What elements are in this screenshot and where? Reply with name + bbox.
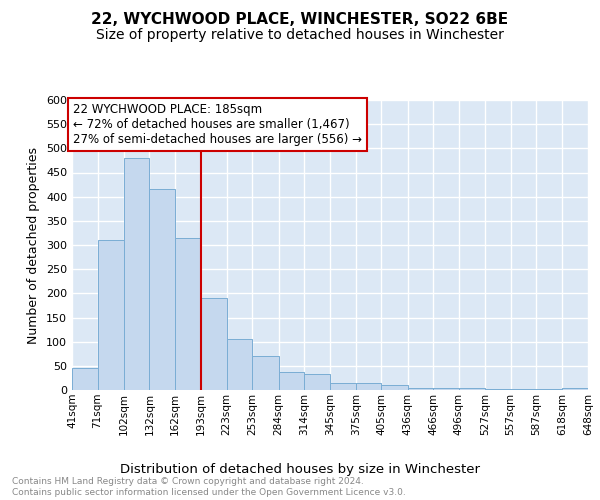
Bar: [149, 190, 175, 390]
Bar: [562, 388, 588, 390]
Bar: [536, 389, 562, 390]
Bar: [227, 339, 252, 390]
Bar: [252, 356, 278, 390]
Bar: [175, 238, 201, 390]
Text: 22, WYCHWOOD PLACE, WINCHESTER, SO22 6BE: 22, WYCHWOOD PLACE, WINCHESTER, SO22 6BE: [91, 12, 509, 28]
Bar: [201, 298, 227, 390]
Bar: [459, 388, 485, 390]
Text: Size of property relative to detached houses in Winchester: Size of property relative to detached ho…: [96, 28, 504, 42]
Bar: [278, 372, 304, 390]
Text: 22 WYCHWOOD PLACE: 185sqm
← 72% of detached houses are smaller (1,467)
27% of se: 22 WYCHWOOD PLACE: 185sqm ← 72% of detac…: [73, 103, 362, 146]
Bar: [98, 240, 124, 390]
Bar: [382, 385, 408, 390]
Bar: [485, 388, 511, 390]
Bar: [331, 383, 356, 390]
Bar: [408, 388, 433, 390]
Text: Distribution of detached houses by size in Winchester: Distribution of detached houses by size …: [120, 462, 480, 475]
Bar: [356, 383, 382, 390]
Text: Contains HM Land Registry data © Crown copyright and database right 2024.
Contai: Contains HM Land Registry data © Crown c…: [12, 478, 406, 497]
Bar: [433, 388, 459, 390]
Bar: [304, 374, 331, 390]
Y-axis label: Number of detached properties: Number of detached properties: [28, 146, 40, 344]
Bar: [511, 389, 536, 390]
Bar: [124, 158, 149, 390]
Bar: [72, 368, 98, 390]
